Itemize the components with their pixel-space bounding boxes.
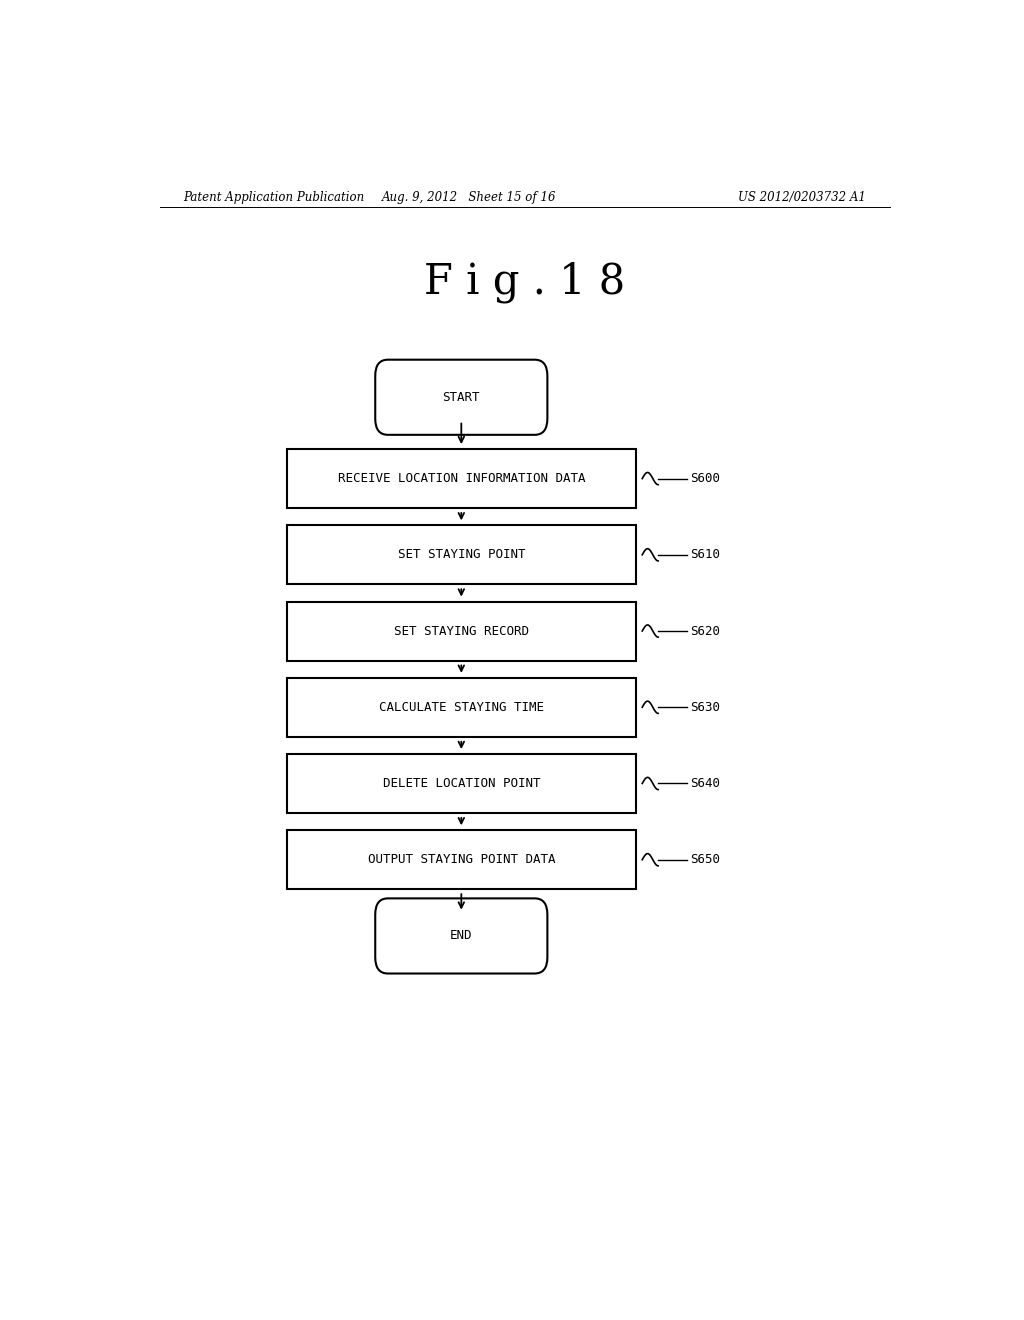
Text: SET STAYING POINT: SET STAYING POINT bbox=[397, 548, 525, 561]
Text: END: END bbox=[451, 929, 472, 942]
FancyBboxPatch shape bbox=[375, 359, 548, 434]
Text: F i g . 1 8: F i g . 1 8 bbox=[424, 261, 626, 304]
FancyBboxPatch shape bbox=[287, 677, 636, 737]
Text: S640: S640 bbox=[690, 777, 720, 789]
FancyBboxPatch shape bbox=[287, 754, 636, 813]
Text: OUTPUT STAYING POINT DATA: OUTPUT STAYING POINT DATA bbox=[368, 853, 555, 866]
Text: CALCULATE STAYING TIME: CALCULATE STAYING TIME bbox=[379, 701, 544, 714]
Text: S650: S650 bbox=[690, 853, 720, 866]
FancyBboxPatch shape bbox=[375, 899, 548, 974]
Text: Patent Application Publication: Patent Application Publication bbox=[183, 190, 365, 203]
Text: S610: S610 bbox=[690, 548, 720, 561]
Text: DELETE LOCATION POINT: DELETE LOCATION POINT bbox=[383, 777, 540, 789]
FancyBboxPatch shape bbox=[287, 602, 636, 660]
Text: S630: S630 bbox=[690, 701, 720, 714]
Text: START: START bbox=[442, 391, 480, 404]
Text: RECEIVE LOCATION INFORMATION DATA: RECEIVE LOCATION INFORMATION DATA bbox=[338, 473, 585, 484]
FancyBboxPatch shape bbox=[287, 449, 636, 508]
FancyBboxPatch shape bbox=[287, 525, 636, 585]
Text: Aug. 9, 2012   Sheet 15 of 16: Aug. 9, 2012 Sheet 15 of 16 bbox=[382, 190, 556, 203]
Text: US 2012/0203732 A1: US 2012/0203732 A1 bbox=[738, 190, 866, 203]
FancyBboxPatch shape bbox=[287, 830, 636, 890]
Text: S620: S620 bbox=[690, 624, 720, 638]
Text: S600: S600 bbox=[690, 473, 720, 484]
Text: SET STAYING RECORD: SET STAYING RECORD bbox=[394, 624, 528, 638]
